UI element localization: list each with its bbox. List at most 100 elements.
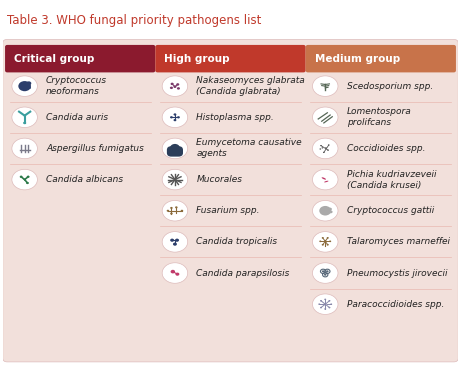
FancyBboxPatch shape <box>155 45 306 73</box>
Circle shape <box>330 304 332 305</box>
Ellipse shape <box>322 177 326 180</box>
Text: Lomentospora
prolifcans: Lomentospora prolifcans <box>346 107 411 127</box>
Circle shape <box>27 176 29 178</box>
Circle shape <box>320 145 322 146</box>
FancyBboxPatch shape <box>3 39 458 362</box>
Text: High group: High group <box>164 54 230 64</box>
Text: Critical group: Critical group <box>14 54 94 64</box>
Circle shape <box>319 148 321 150</box>
Circle shape <box>23 122 26 124</box>
Circle shape <box>28 87 31 89</box>
Circle shape <box>162 169 188 190</box>
FancyBboxPatch shape <box>167 146 183 157</box>
Text: Eumycetoma causative
agents: Eumycetoma causative agents <box>196 138 302 158</box>
Circle shape <box>173 86 176 88</box>
Circle shape <box>176 83 179 86</box>
Circle shape <box>162 76 188 96</box>
Circle shape <box>326 270 328 272</box>
Circle shape <box>162 107 188 128</box>
Text: Fusarium spp.: Fusarium spp. <box>196 206 260 215</box>
Circle shape <box>319 206 331 215</box>
Circle shape <box>173 113 176 116</box>
Circle shape <box>312 232 338 252</box>
Text: Medium group: Medium group <box>315 54 400 64</box>
Circle shape <box>312 107 338 128</box>
Text: Talaromyces marneffei: Talaromyces marneffei <box>346 237 450 246</box>
Circle shape <box>162 201 188 221</box>
Circle shape <box>322 270 324 272</box>
Text: Coccidioides spp.: Coccidioides spp. <box>346 144 425 153</box>
Circle shape <box>170 238 174 242</box>
Circle shape <box>170 116 173 118</box>
Circle shape <box>175 238 179 242</box>
Circle shape <box>18 81 31 91</box>
Circle shape <box>12 138 37 159</box>
Circle shape <box>312 294 338 314</box>
Circle shape <box>327 150 329 151</box>
Circle shape <box>329 211 333 213</box>
Circle shape <box>170 207 173 209</box>
Circle shape <box>324 308 326 310</box>
Circle shape <box>12 107 37 128</box>
Text: Aspergillus fumigatus: Aspergillus fumigatus <box>46 144 144 153</box>
Circle shape <box>312 169 338 190</box>
Circle shape <box>329 240 331 242</box>
Circle shape <box>162 232 188 252</box>
Circle shape <box>173 243 177 246</box>
Circle shape <box>324 299 326 300</box>
Circle shape <box>312 263 338 283</box>
Circle shape <box>328 144 329 146</box>
Text: Candida auris: Candida auris <box>46 113 108 122</box>
Circle shape <box>312 76 338 96</box>
Circle shape <box>322 244 324 246</box>
Circle shape <box>26 182 29 184</box>
Circle shape <box>328 300 330 302</box>
Circle shape <box>320 307 322 308</box>
FancyBboxPatch shape <box>5 45 155 73</box>
Text: Mucorales: Mucorales <box>196 175 242 184</box>
Circle shape <box>27 81 31 85</box>
Circle shape <box>12 169 37 190</box>
Text: Table 3. WHO fungal priority pathogens list: Table 3. WHO fungal priority pathogens l… <box>7 14 262 27</box>
Text: Paracoccidioides spp.: Paracoccidioides spp. <box>346 300 444 309</box>
Text: Cryptococcus
neoformans: Cryptococcus neoformans <box>46 76 107 96</box>
Circle shape <box>20 176 23 178</box>
Circle shape <box>171 270 175 273</box>
Circle shape <box>171 83 173 85</box>
Circle shape <box>323 152 325 153</box>
Circle shape <box>324 274 327 276</box>
Text: Scedosporium spp.: Scedosporium spp. <box>346 81 433 91</box>
Circle shape <box>177 116 180 118</box>
Circle shape <box>322 237 324 239</box>
Text: Candida albicans: Candida albicans <box>46 175 123 184</box>
Circle shape <box>320 300 322 302</box>
Circle shape <box>177 87 180 90</box>
Text: Candida tropicalis: Candida tropicalis <box>196 237 277 246</box>
Circle shape <box>175 206 178 208</box>
Circle shape <box>181 210 183 212</box>
Circle shape <box>319 240 321 242</box>
Text: Candida parapsilosis: Candida parapsilosis <box>196 269 290 278</box>
Circle shape <box>321 147 323 148</box>
Ellipse shape <box>324 181 328 182</box>
Circle shape <box>162 263 188 283</box>
Circle shape <box>327 244 329 246</box>
Circle shape <box>175 273 179 276</box>
Text: Nakaseomyces glabrata
(Candida glabrata): Nakaseomyces glabrata (Candida glabrata) <box>196 76 305 96</box>
Circle shape <box>312 138 338 159</box>
Text: Cryptococcus gattii: Cryptococcus gattii <box>346 206 434 215</box>
Circle shape <box>324 303 327 305</box>
Circle shape <box>327 237 329 239</box>
Circle shape <box>318 304 320 305</box>
Circle shape <box>167 210 169 212</box>
Circle shape <box>325 147 327 148</box>
Circle shape <box>173 119 176 121</box>
Text: Pichia kudriavzeveii
(Candida krusei): Pichia kudriavzeveii (Candida krusei) <box>346 170 436 190</box>
Circle shape <box>328 208 332 211</box>
Circle shape <box>170 87 173 89</box>
FancyBboxPatch shape <box>306 45 456 73</box>
Circle shape <box>12 76 37 96</box>
Text: Pneumocystis jirovecii: Pneumocystis jirovecii <box>346 269 447 278</box>
Circle shape <box>170 212 173 215</box>
Circle shape <box>170 144 180 152</box>
